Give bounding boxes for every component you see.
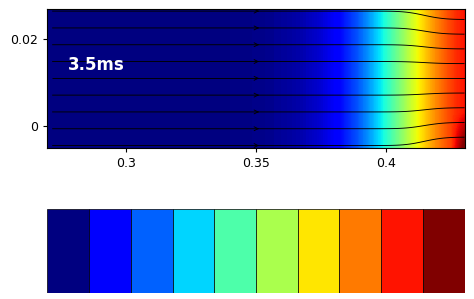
FancyArrowPatch shape [254,9,258,13]
FancyArrowPatch shape [254,127,258,131]
Bar [173,209,214,293]
FancyArrowPatch shape [254,110,258,114]
FancyArrowPatch shape [254,60,258,63]
Bar [131,209,173,293]
Bar [214,209,256,293]
Bar [298,209,339,293]
FancyArrowPatch shape [254,26,258,30]
Bar [47,209,89,293]
Bar [339,209,381,293]
Bar [89,209,131,293]
Text: 3.5ms: 3.5ms [68,56,125,74]
Bar [256,209,298,293]
FancyArrowPatch shape [254,76,258,80]
FancyArrowPatch shape [254,144,258,147]
FancyArrowPatch shape [254,43,258,47]
Bar [381,209,423,293]
FancyArrowPatch shape [254,93,258,97]
Bar [423,209,465,293]
